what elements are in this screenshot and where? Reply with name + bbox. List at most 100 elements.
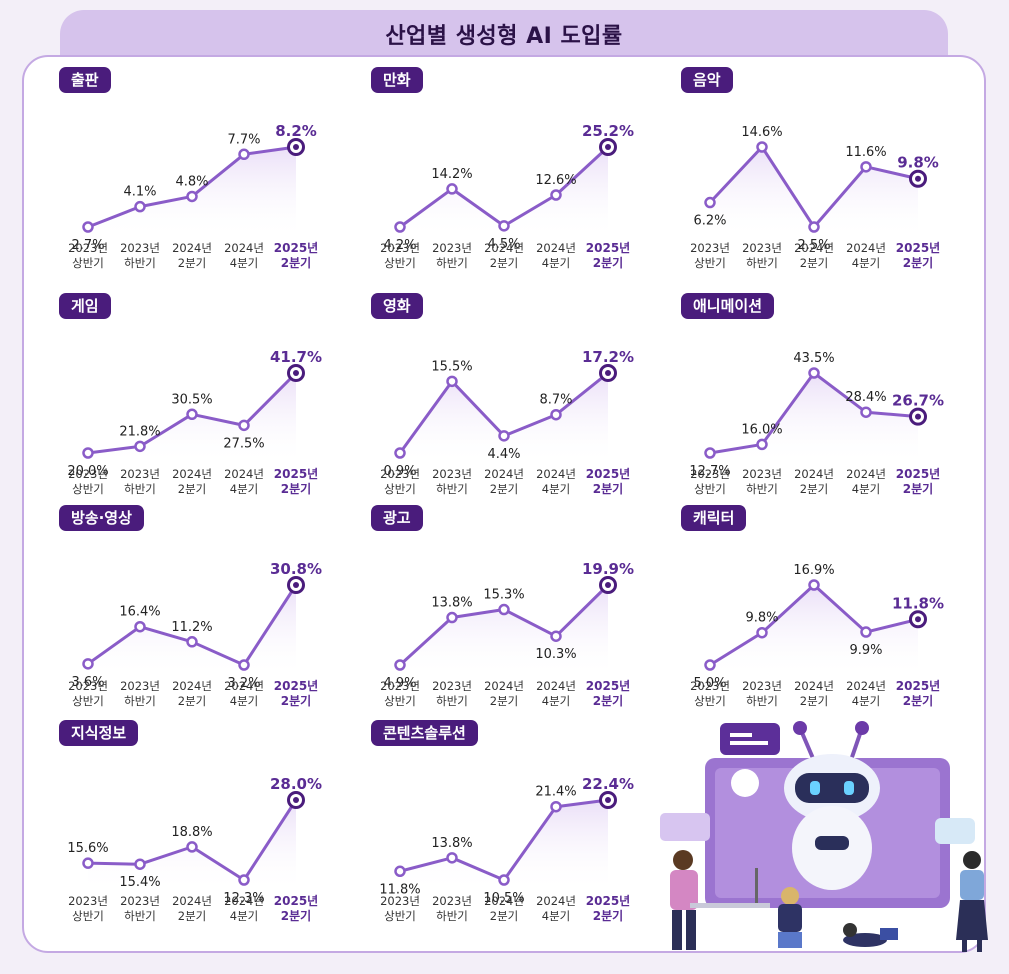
chart-panel: 지식정보 15.6% 15.4% 18.8% 12.3% 28.0% 2023년 상반기 202… [45,720,345,930]
data-label: 13.8% [431,596,472,611]
x-tick-label: 상반기 [694,256,726,270]
x-tick-label: 2023년 [120,679,160,693]
x-tick-label: 2분기 [490,256,518,270]
person-right [960,870,984,900]
x-tick-label: 하반기 [124,256,156,270]
x-tick-label: 2024년 [172,679,212,693]
data-point-core [605,582,611,588]
x-tick-label: 2024년 [224,241,264,255]
x-tick-label: 2023년 [742,467,782,481]
x-tick-label: 2024년 [536,679,576,693]
data-point [704,196,716,209]
chart-panel: 캐릭터 5.0% 9.8% 16.9% 9.9% 11.8% 2023년 상반기 2023년 하반… [667,505,967,715]
x-tick-label: 상반기 [694,694,726,708]
x-tick-label: 2025년 [586,241,630,255]
x-tick-label: 하반기 [436,482,468,496]
x-tick-label: 2023년 [120,241,160,255]
x-tick-label: 2023년 [68,679,108,693]
x-tick-label: 상반기 [384,482,416,496]
x-tick-label: 2023년 [432,467,472,481]
data-label: 17.2% [582,348,634,366]
data-label: 3.6% [71,675,104,690]
area-fill [400,800,608,892]
data-label: 12.7% [689,464,730,479]
x-tick-label: 2분기 [593,908,623,923]
data-point [550,408,562,421]
data-point [238,659,250,671]
line-chart: 4.2%14.2%4.5%12.6%25.2%2023년상반기2023년하반기2… [380,122,634,270]
data-point [446,611,458,624]
chart-panel: 영화 0.9% 15.5% 4.4% 8.7% 17.2% 2023년 상반기 2023년 하반기… [357,293,657,503]
chart-title: 콘텐츠솔루션 [371,720,478,746]
x-tick-label: 2024년 [484,679,524,693]
x-tick-label: 2분기 [903,481,933,496]
data-label: 28.0% [270,775,322,793]
data-label: 4.5% [487,237,520,252]
data-label: 11.8% [379,882,420,897]
x-tick-label: 2분기 [281,255,311,270]
x-tick-label: 4분기 [852,256,880,270]
data-label: 11.6% [845,145,886,160]
x-tick-label: 하반기 [436,909,468,923]
data-point-core [293,797,299,803]
x-tick-label: 2분기 [281,481,311,496]
chart-panel: 광고 4.9% 13.8% 15.3% 10.3% 19.9% 2023년 상반기 2023년 하… [357,505,657,715]
data-label: 12.6% [535,173,576,188]
x-tick-label: 2023년 [380,241,420,255]
x-tick-label: 2분기 [593,693,623,708]
chart-title: 애니메이션 [681,293,775,319]
area-fill [710,585,918,677]
data-label: 6.2% [693,214,726,229]
x-tick-label: 2분기 [178,256,206,270]
x-tick-label: 상반기 [384,909,416,923]
page-title: 산업별 생성형 AI 도입률 [385,24,623,49]
x-tick-label: 4분기 [852,694,880,708]
line-chart: 11.8%13.8%10.5%21.4% 22.4%2023년상반기2023년하반… [379,775,634,923]
data-point [186,636,198,648]
x-tick-label: 2023년 [432,241,472,255]
chart-title: 캐릭터 [681,505,747,531]
data-label: 9.8% [745,611,778,626]
x-tick-label: 2024년 [484,467,524,481]
data-point [704,447,716,459]
title-banner: 산업별 생성형 AI 도입률 [60,10,948,58]
desk [690,903,770,908]
x-tick-label: 2023년 [690,241,730,255]
line-chart: 4.9%13.8%15.3%10.3%19.9%2023년상반기2023년하반기… [380,560,634,708]
x-tick-label: 상반기 [72,694,104,708]
x-tick-label: 2023년 [380,679,420,693]
x-tick-label: 4분기 [542,909,570,923]
chart-panel: 만화 4.2% 14.2% 4.5% 12.6% 25.2% 2023년 상반기 2023년 하반… [357,67,657,277]
x-tick-label: 하반기 [124,909,156,923]
data-point [446,852,458,864]
data-label: 43.5% [793,351,834,366]
data-point [704,659,716,671]
data-point [550,189,562,201]
x-tick-label: 2023년 [742,679,782,693]
x-tick-label: 2024년 [484,894,524,908]
x-tick-label: 2023년 [742,241,782,255]
x-tick-label: 하반기 [746,694,778,708]
data-point [808,367,820,379]
data-label: 25.2% [582,122,634,140]
data-point-core [915,616,921,623]
data-point [756,438,768,451]
chat-bubble-icon [720,723,780,755]
chart-panel: 출판 2.7% 4.1% 4.8% 7.7% 8.2% 2023년 상반기 2023년 하반기 20… [45,67,345,277]
x-tick-label: 2024년 [172,467,212,481]
data-point [756,141,768,153]
x-tick-label: 2024년 [536,894,576,908]
data-point [82,857,94,869]
x-tick-label: 2025년 [896,467,940,481]
x-tick-label: 하반기 [124,482,156,496]
data-label: 13.8% [431,836,472,851]
data-label: 28.4% [845,390,886,405]
data-point-core [915,413,921,420]
x-tick-label: 4분기 [230,909,258,923]
person-lying [843,933,887,947]
x-tick-label: 상반기 [72,909,104,923]
data-point [134,858,146,870]
line-chart: 2.7%4.1%4.8%7.7% 8.2%2023년상반기2023년하반기2024… [68,122,318,270]
x-tick-label: 2024년 [536,241,576,255]
x-tick-label: 2분기 [800,694,828,708]
